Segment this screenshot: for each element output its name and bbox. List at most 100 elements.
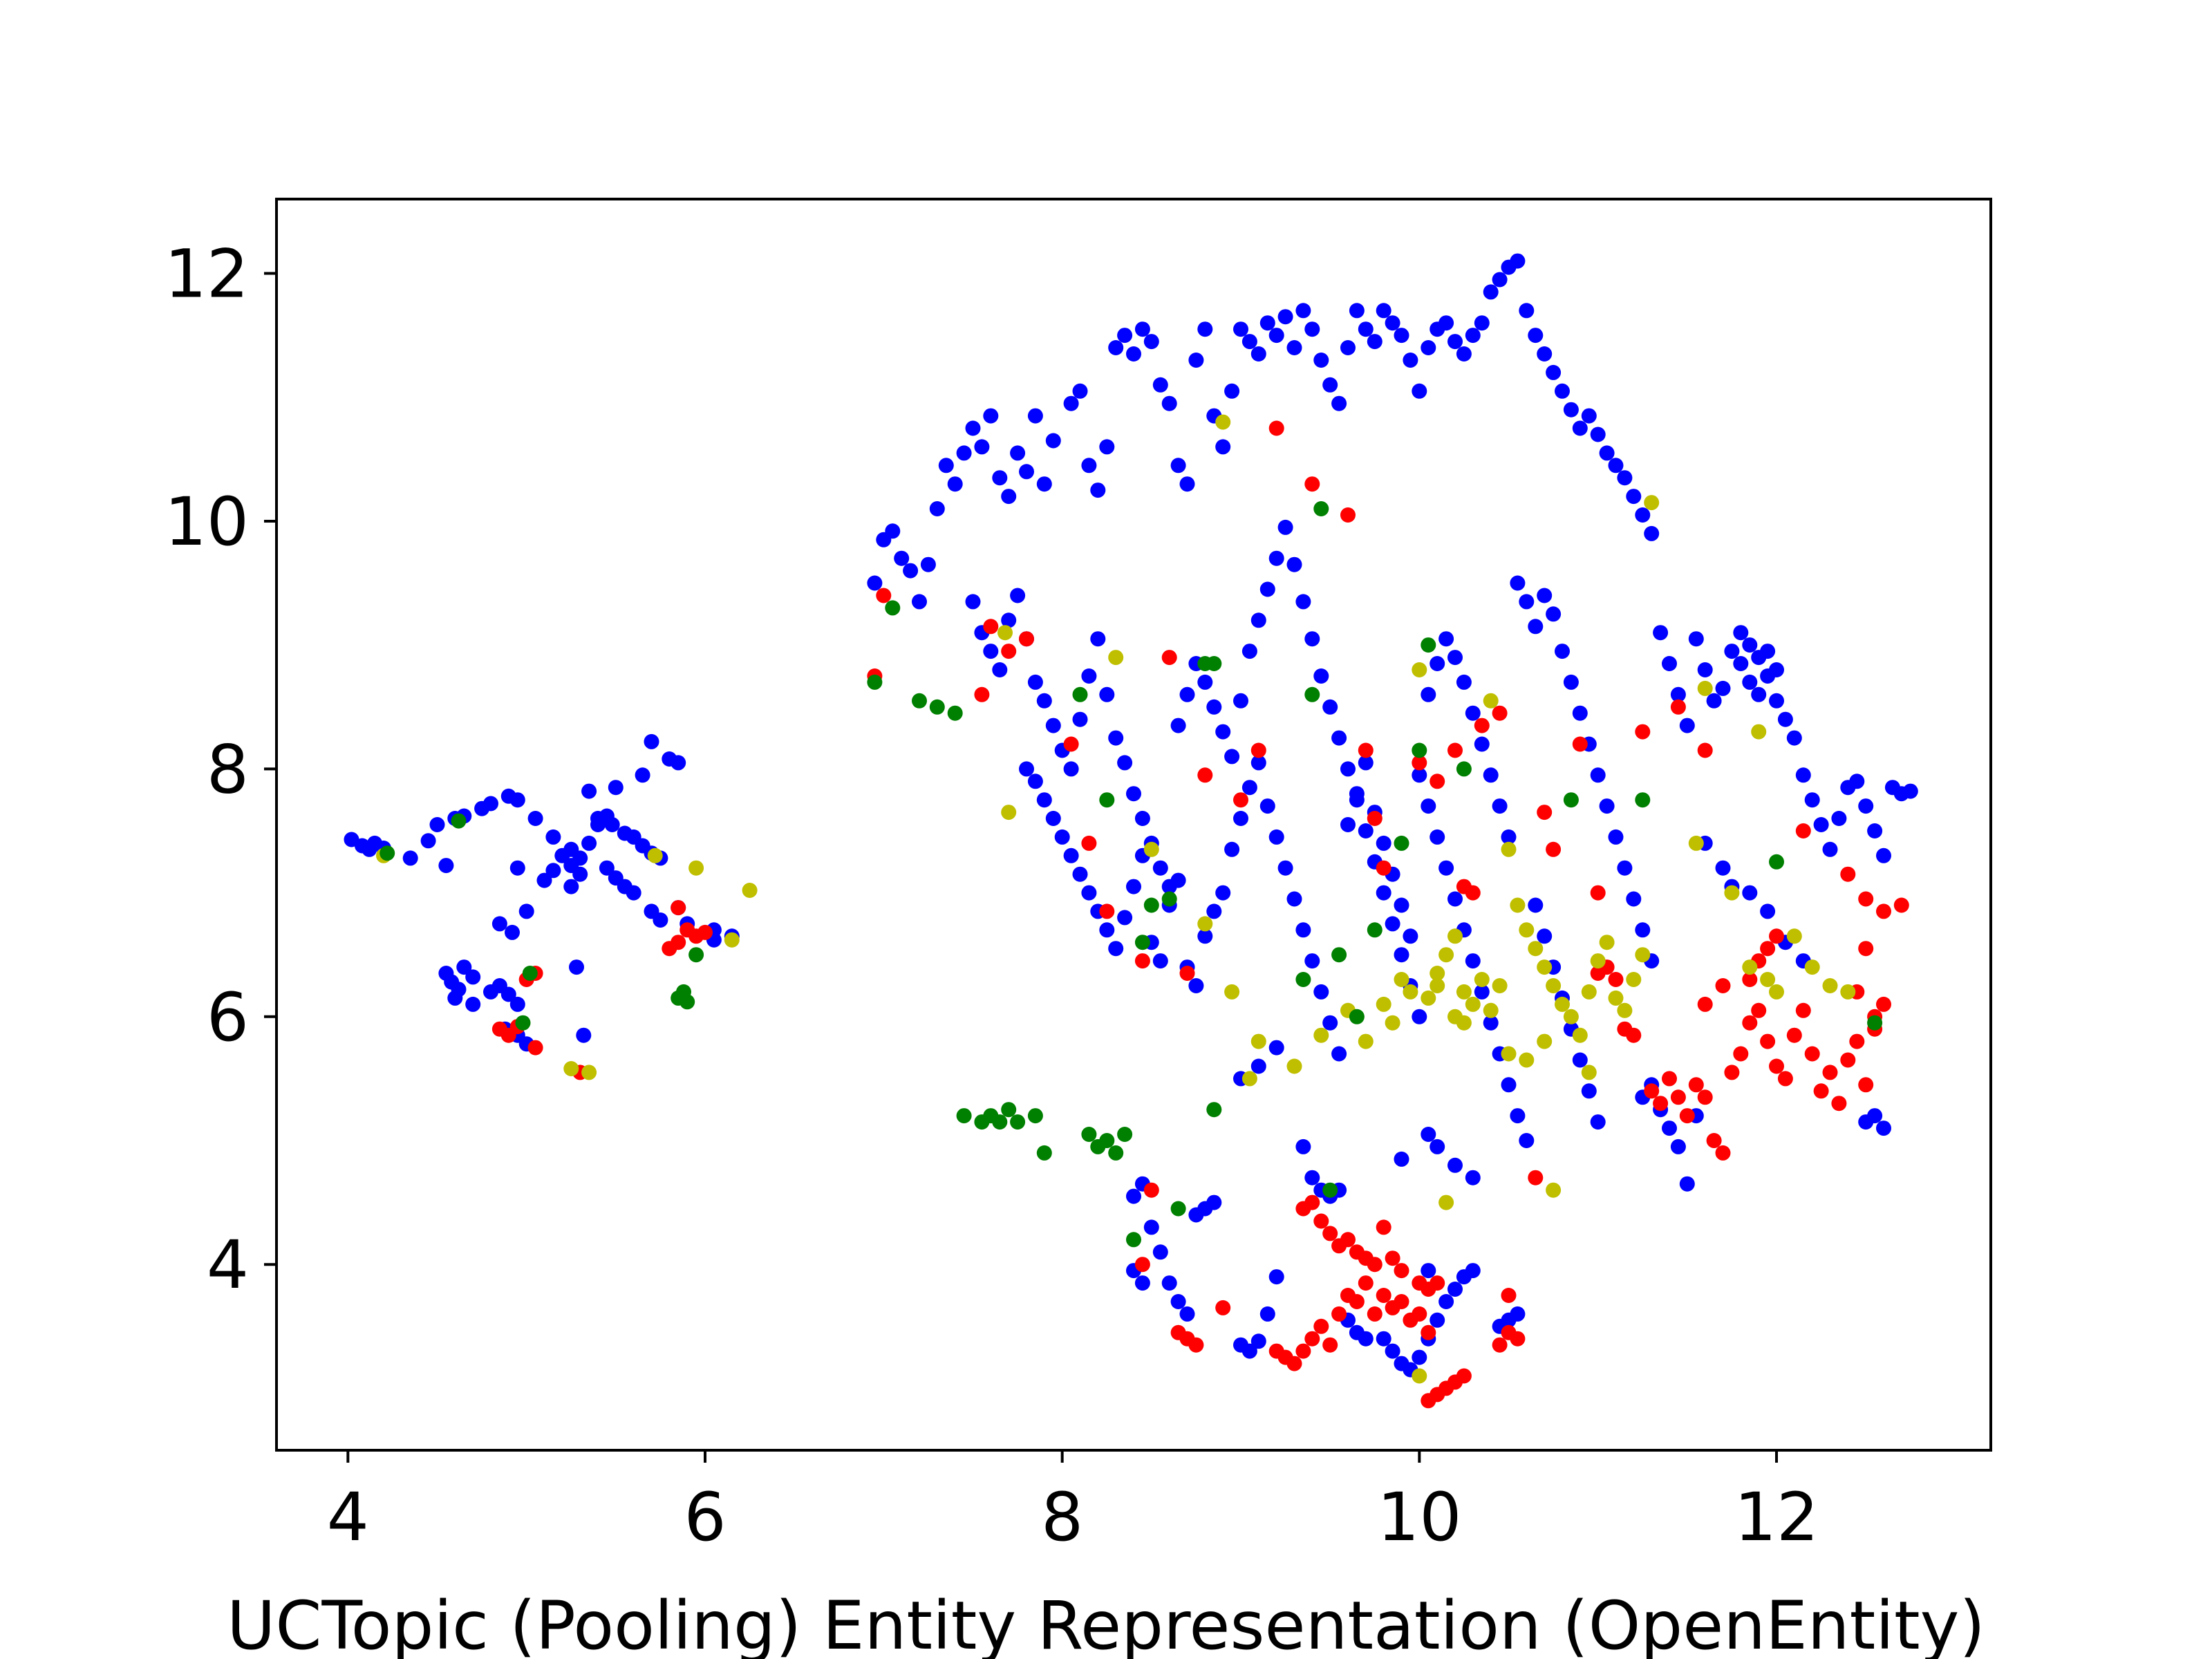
data-point <box>1626 972 1642 987</box>
data-point <box>1259 315 1275 331</box>
data-point <box>1152 860 1168 876</box>
data-point <box>1036 1145 1052 1161</box>
data-point <box>1840 984 1856 1000</box>
data-point <box>1510 253 1526 269</box>
data-point <box>1447 928 1463 944</box>
data-point <box>1063 736 1079 752</box>
data-point <box>465 996 481 1012</box>
data-point <box>1197 767 1213 783</box>
data-point <box>1081 1127 1097 1142</box>
data-point <box>974 439 990 455</box>
data-point <box>1546 841 1562 857</box>
data-point <box>1679 1108 1695 1124</box>
data-point <box>1134 953 1150 969</box>
data-point <box>885 600 901 616</box>
data-point <box>1769 662 1784 677</box>
data-point <box>903 563 919 579</box>
data-point <box>1510 1306 1526 1322</box>
data-point <box>867 674 883 690</box>
data-point <box>1054 829 1070 845</box>
data-point <box>545 863 561 879</box>
data-point <box>1403 928 1418 944</box>
data-point <box>1268 1040 1284 1056</box>
data-point <box>1670 1089 1686 1105</box>
data-point <box>429 817 445 832</box>
data-point <box>1376 1331 1391 1347</box>
data-point <box>1804 959 1820 975</box>
data-point <box>1724 885 1740 901</box>
data-point <box>572 866 588 882</box>
data-point <box>1027 674 1043 690</box>
data-point <box>1250 1058 1266 1074</box>
data-point <box>1697 680 1713 696</box>
data-point <box>1447 1157 1463 1173</box>
data-point <box>1063 847 1079 863</box>
data-point <box>938 458 954 474</box>
data-point <box>1331 730 1347 746</box>
data-point <box>1376 885 1391 901</box>
data-point <box>1769 928 1784 944</box>
data-point <box>1108 941 1124 957</box>
data-point <box>1126 1188 1141 1204</box>
data-point <box>626 885 641 901</box>
data-point <box>1412 1349 1427 1365</box>
data-point <box>1072 686 1088 702</box>
data-point <box>1134 1257 1150 1273</box>
data-point <box>1367 334 1382 350</box>
data-point <box>1358 1275 1374 1291</box>
data-point <box>1394 1294 1409 1309</box>
data-point <box>1099 686 1115 702</box>
data-point <box>1385 916 1400 932</box>
data-point <box>1313 668 1329 684</box>
data-point <box>1331 1306 1347 1322</box>
data-point <box>1072 383 1088 399</box>
data-point <box>1304 1170 1320 1185</box>
data-point <box>1161 395 1177 411</box>
data-point <box>1019 761 1034 777</box>
data-point <box>1492 1337 1508 1353</box>
data-point <box>1858 798 1874 814</box>
data-point <box>581 1065 597 1080</box>
data-point <box>1715 860 1731 876</box>
data-point <box>1403 984 1418 1000</box>
data-point <box>671 935 686 950</box>
data-point <box>1233 693 1248 709</box>
data-point <box>1563 1009 1579 1024</box>
data-point <box>1608 972 1624 987</box>
data-point <box>1215 414 1231 430</box>
data-point <box>992 1114 1008 1130</box>
data-point <box>1170 718 1186 733</box>
data-point <box>1001 489 1017 505</box>
data-point <box>581 835 597 851</box>
data-point <box>1822 841 1838 857</box>
data-point <box>1465 328 1481 344</box>
data-point <box>1313 1027 1329 1043</box>
data-point <box>1215 724 1231 740</box>
data-point <box>1286 556 1302 572</box>
data-point <box>1563 792 1579 808</box>
data-point <box>1412 742 1427 758</box>
data-point <box>1679 1176 1695 1192</box>
data-point <box>1635 507 1651 523</box>
data-point <box>1742 674 1758 690</box>
data-point <box>1813 1083 1829 1099</box>
data-point <box>1760 644 1776 659</box>
data-point <box>1501 1288 1517 1303</box>
data-point <box>1358 1033 1374 1049</box>
data-point <box>1617 470 1633 486</box>
data-point <box>1259 581 1275 597</box>
data-point <box>997 625 1013 641</box>
data-point <box>1795 823 1811 838</box>
data-point <box>1036 693 1052 709</box>
data-point <box>1465 1263 1481 1279</box>
data-point <box>1430 1138 1445 1154</box>
data-point <box>1483 767 1499 783</box>
data-point <box>1608 458 1624 474</box>
data-point <box>1188 978 1204 993</box>
data-point <box>1126 346 1141 362</box>
data-point <box>604 817 620 832</box>
data-point <box>1206 656 1222 671</box>
x-tick-label: 8 <box>1041 1479 1083 1556</box>
data-point <box>876 588 892 603</box>
